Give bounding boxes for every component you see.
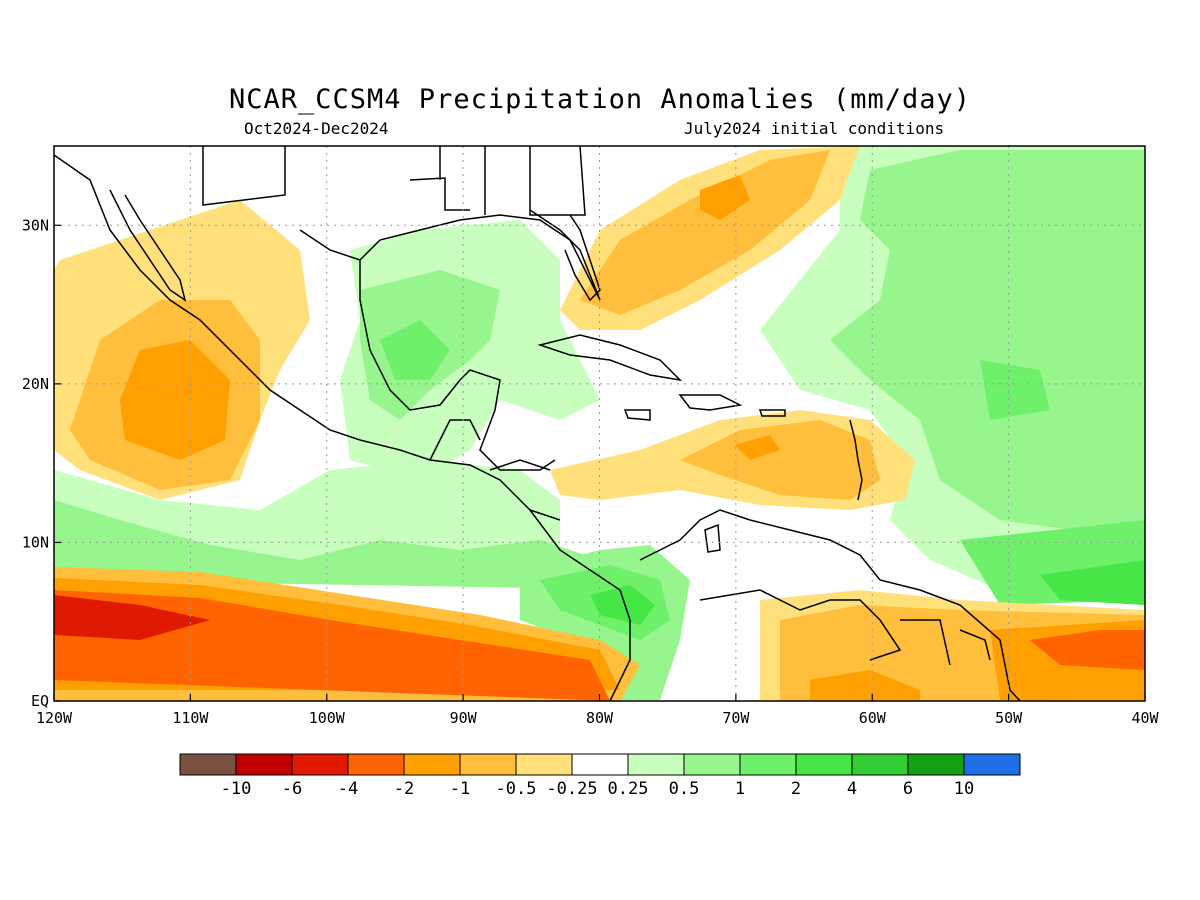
coastline-lake-maracaibo [704, 523, 721, 553]
initial-conditions: July2024 initial conditions [684, 119, 945, 138]
colorbar-swatch [403, 753, 461, 776]
anomaly-field [54, 146, 1145, 701]
anomaly-region-florida-dry-2 [580, 150, 830, 315]
colorbar-label: 4 [847, 779, 857, 799]
colorbar-label: -10 [221, 779, 252, 799]
lon-tick-label: 60W [859, 709, 887, 727]
island-puerto-rico [758, 409, 786, 417]
colorbar-swatch [739, 753, 797, 776]
colorbar-label: -2 [394, 779, 414, 799]
colorbar: -10 -6 -4 -2 -1 -0.5 -0.25 0.25 0.5 1 2 4 6 10 [179, 753, 1021, 799]
anomaly-region-atlantic-wet-3 [980, 360, 1050, 420]
island-hispaniola [678, 394, 743, 411]
anomaly-region-caribbean-dry-3 [735, 435, 780, 460]
lat-tick-label: 10N [22, 533, 49, 551]
colorbar-label: -4 [338, 779, 358, 799]
colorbar-swatch [347, 753, 405, 776]
anomaly-region-pacific-itcz-wet [54, 460, 650, 620]
colorbar-label: 10 [954, 779, 974, 799]
colorbar-swatch [851, 753, 909, 776]
colorbar-swatch [963, 753, 1021, 776]
anomaly-region-equatorial-dry-4 [54, 595, 210, 640]
coastline-baja [109, 189, 187, 302]
colorbar-label: -0.25 [546, 779, 597, 799]
colorbar-swatch [179, 753, 237, 776]
colorbar-swatch [235, 753, 293, 776]
anomaly-region-florida-dry-3 [700, 175, 750, 220]
anomaly-region-pacific-itcz-wet-2 [54, 500, 660, 590]
anomaly-region-guianas-dry-4 [1030, 630, 1145, 670]
anomaly-region-mexico-pacific-dry-3 [120, 340, 230, 460]
anomaly-region-amazon-dry [810, 670, 920, 701]
lon-tick-label: 70W [722, 709, 750, 727]
colorbar-swatch [515, 753, 573, 776]
coastline-gulf [299, 209, 601, 471]
anomaly-region-panama-wet-3 [590, 585, 655, 625]
colorbar-swatch [907, 753, 965, 776]
anomaly-region-atlantic-wet-2 [830, 150, 1145, 540]
lon-tick-label: 100W [309, 709, 346, 727]
forecast-period: Oct2024-Dec2024 [244, 119, 389, 138]
lon-tick-label: 80W [586, 709, 614, 727]
lon-tick-label: 40W [1131, 709, 1159, 727]
colorbar-swatch [683, 753, 741, 776]
colorbar-label: 2 [791, 779, 801, 799]
colorbar-swatch [459, 753, 517, 776]
coastline-us-gulf [202, 146, 586, 216]
lon-tick-label: 90W [450, 709, 478, 727]
colorbar-swatch [627, 753, 685, 776]
colorbar-label: 0.25 [608, 779, 649, 799]
lon-tick-label: 50W [995, 709, 1023, 727]
lat-tick-label: EQ [31, 692, 49, 710]
anomaly-region-atlantic-wet-5 [1040, 560, 1145, 605]
island-lesser-antilles [849, 419, 863, 501]
island-cuba [537, 334, 683, 382]
colorbar-swatch [291, 753, 349, 776]
lon-tick-label: 120W [36, 709, 73, 727]
colorbar-label: 1 [735, 779, 745, 799]
coastline-south-america [639, 509, 1021, 701]
lat-tick-label: 30N [22, 216, 49, 234]
lat-tick-label: 20N [22, 375, 49, 393]
latitude-axis: EQ 10N 20N 30N [22, 216, 61, 710]
border-central-america [429, 419, 561, 521]
colorbar-label: 6 [903, 779, 913, 799]
coastline-florida [564, 214, 601, 302]
border-south-america [699, 589, 991, 666]
colorbar-label: -1 [450, 779, 470, 799]
anomaly-region-caribbean-dry-2 [680, 420, 880, 500]
map-grid [54, 146, 1145, 701]
colorbar-swatch [571, 753, 629, 776]
anomaly-region-gulf-wet-3 [380, 320, 450, 380]
longitude-axis: 120W 110W 100W 90W 80W 70W 60W 50W 40W [36, 694, 1160, 727]
coastlines [54, 146, 1021, 701]
colorbar-label: -0.5 [496, 779, 537, 799]
map-title: NCAR_CCSM4 Precipitation Anomalies (mm/d… [229, 84, 971, 115]
colorbar-label: -6 [282, 779, 302, 799]
island-jamaica [623, 409, 651, 421]
lon-tick-label: 110W [172, 709, 209, 727]
colorbar-swatch [795, 753, 853, 776]
colorbar-label: 0.5 [669, 779, 700, 799]
coastline-mexico-pacific [54, 154, 631, 701]
